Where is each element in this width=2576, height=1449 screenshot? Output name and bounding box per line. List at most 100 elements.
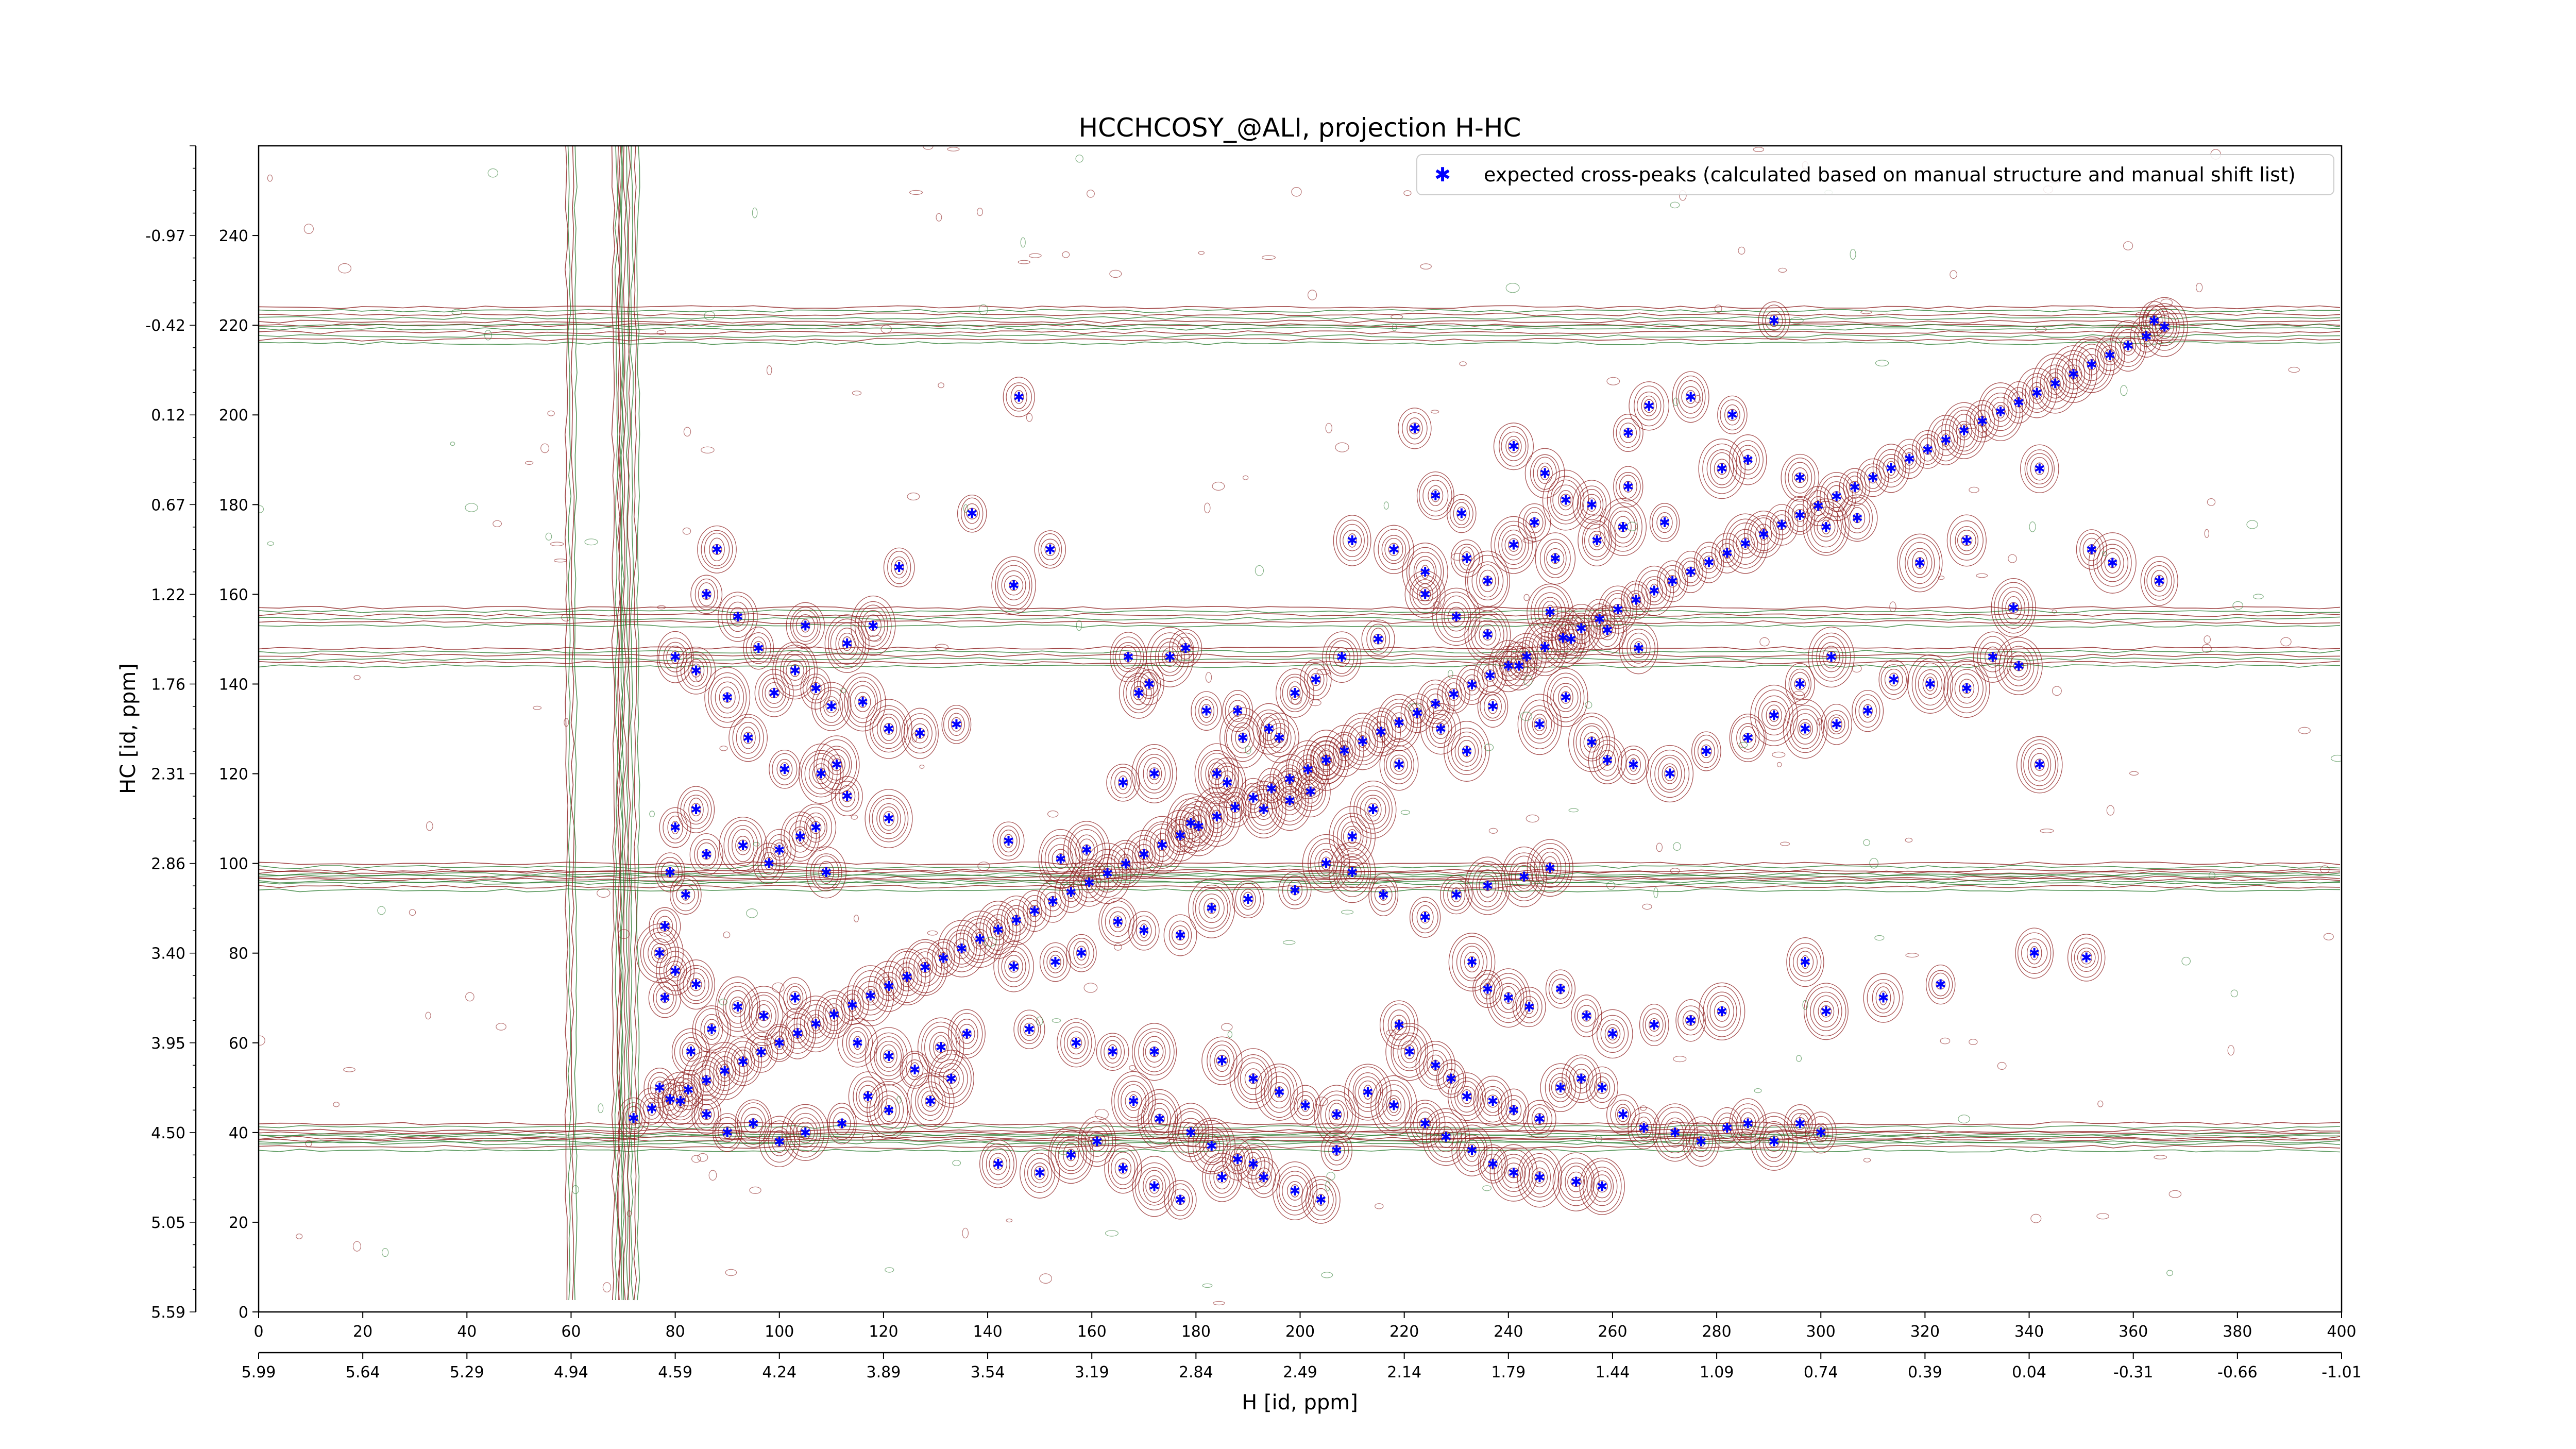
cross-peak-marker: ✱ bbox=[1320, 753, 1332, 768]
peak-contour bbox=[1523, 1100, 1556, 1138]
peak-contour bbox=[1675, 999, 1706, 1042]
x-ppm-axis: 5.99 5.64 5.29 4.94 4.59 4.24 3.89 3.54 3.19 2.84… bbox=[242, 1352, 2362, 1381]
noise-contour bbox=[1316, 669, 1330, 675]
noise-contour bbox=[259, 505, 264, 513]
cross-peak-marker: ✱ bbox=[945, 1071, 957, 1087]
y-ppm-axis: 5.59 5.05 4.50 3.95 3.40 2.86 2.31 1.76 1.22 0.67… bbox=[145, 145, 197, 1322]
cross-peak-marker: ✱ bbox=[1758, 527, 1769, 543]
peak-contour bbox=[1617, 745, 1649, 784]
peak-contour bbox=[1370, 1075, 1417, 1136]
noise-contour bbox=[938, 382, 944, 389]
cross-peak-marker: ✱ bbox=[1091, 1134, 1103, 1150]
noise-contour bbox=[1294, 803, 1300, 810]
artifact-band-row bbox=[259, 305, 2341, 327]
cross-peak-marker: ✱ bbox=[1123, 650, 1134, 665]
cross-peak-marker: ✱ bbox=[670, 964, 681, 980]
artifact-band-row bbox=[259, 861, 2341, 884]
peak-contour bbox=[1168, 1103, 1213, 1162]
noise-contour bbox=[1375, 1203, 1384, 1209]
plot-title: HCCHCOSY_@ALI, projection H-HC bbox=[1079, 113, 1521, 143]
noise-contour bbox=[1432, 1133, 1440, 1141]
peak-contour bbox=[1543, 668, 1588, 727]
peak-contour bbox=[1473, 1075, 1513, 1127]
noise-contour bbox=[1874, 935, 1885, 941]
cross-peak-marker: ✱ bbox=[1331, 1107, 1342, 1123]
y-axis-title: HC [id, ppm] bbox=[116, 663, 140, 794]
peak-contour bbox=[1839, 468, 1871, 507]
x-tick-label: 320 bbox=[1910, 1323, 1940, 1341]
cross-peak-marker: ✱ bbox=[1643, 399, 1655, 414]
noise-contour bbox=[1568, 808, 1579, 813]
cross-peak-marker: ✱ bbox=[1185, 1125, 1196, 1141]
cross-peak-marker: ✱ bbox=[1482, 982, 1494, 997]
peak-contour bbox=[1606, 1094, 1640, 1135]
peak-contour bbox=[1545, 969, 1575, 1009]
cross-peak-marker: ✱ bbox=[1742, 452, 1754, 468]
noise-contour bbox=[2154, 1155, 2167, 1160]
noise-contour bbox=[907, 492, 920, 501]
cross-peak-marker: ✱ bbox=[800, 618, 811, 634]
cross-peak-marker: ✱ bbox=[914, 726, 926, 742]
cross-peak-marker: ✱ bbox=[675, 1094, 686, 1109]
noise-contour bbox=[2096, 1213, 2109, 1220]
y-ppm-tick-label: 2.86 bbox=[151, 855, 185, 873]
peak-contour bbox=[1512, 987, 1546, 1027]
cross-peak-marker: ✱ bbox=[792, 1026, 803, 1042]
noise-contour bbox=[2227, 1045, 2234, 1056]
noise-contour bbox=[377, 906, 386, 915]
peak-contour bbox=[1409, 897, 1441, 938]
cross-peak-marker: ✱ bbox=[1435, 722, 1447, 737]
noise-contour bbox=[1212, 481, 1225, 491]
cross-peak-marker: ✱ bbox=[1461, 551, 1472, 567]
peak-contour bbox=[1167, 793, 1214, 853]
peak-contour bbox=[2015, 928, 2054, 979]
cross-peak-marker: ✱ bbox=[1958, 424, 1970, 439]
noise-contour bbox=[1802, 1000, 1808, 1010]
cross-peak-marker: ✱ bbox=[1914, 556, 1925, 571]
peak-contour bbox=[2094, 335, 2125, 376]
cross-peak-marker: ✱ bbox=[1696, 1134, 1707, 1150]
peak-contour bbox=[1657, 560, 1688, 602]
cross-peak-marker: ✱ bbox=[1487, 1157, 1499, 1172]
noise-contour bbox=[1213, 1301, 1226, 1306]
cross-peak-marker: ✱ bbox=[2013, 659, 2024, 675]
cross-peak-marker: ✱ bbox=[841, 636, 853, 652]
peak-contour bbox=[1837, 494, 1878, 542]
cross-peak-marker: ✱ bbox=[1248, 791, 1259, 806]
peak-contour bbox=[2140, 555, 2178, 606]
noise-contour bbox=[1816, 718, 1822, 726]
cross-peak-marker: ✱ bbox=[1175, 829, 1186, 844]
noise-contour bbox=[1245, 746, 1251, 754]
cross-peak-marker: ✱ bbox=[1794, 677, 1806, 693]
peak-contour bbox=[728, 714, 768, 762]
cross-peak-marker: ✱ bbox=[1768, 314, 1780, 329]
noise-contour bbox=[909, 190, 923, 195]
cross-peak-marker: ✱ bbox=[1487, 699, 1499, 715]
cross-peak-marker: ✱ bbox=[862, 1089, 874, 1105]
peak-contour bbox=[1222, 690, 1253, 732]
peak-contour bbox=[1579, 1157, 1625, 1215]
cross-peak-marker: ✱ bbox=[2141, 329, 2152, 345]
noise-contour bbox=[1026, 413, 1033, 422]
noise-contour bbox=[1325, 1181, 1331, 1191]
peak-contour bbox=[2088, 532, 2137, 594]
cross-peak-marker: ✱ bbox=[1290, 686, 1301, 701]
noise-contour bbox=[2097, 1100, 2104, 1107]
y-ppm-tick-label: -0.42 bbox=[145, 317, 185, 335]
cross-peak-marker: ✱ bbox=[1794, 470, 1806, 486]
cross-peak-marker: ✱ bbox=[1128, 1094, 1139, 1109]
peak-contour bbox=[1994, 637, 2043, 695]
cross-peak-marker: ✱ bbox=[1388, 1099, 1400, 1114]
cross-peak-marker: ✱ bbox=[685, 1044, 697, 1060]
noise-contour bbox=[869, 635, 882, 642]
cross-peak-marker: ✱ bbox=[1243, 892, 1254, 907]
noise-contour bbox=[2330, 754, 2342, 762]
peak-contour bbox=[1361, 619, 1395, 659]
peak-contour bbox=[1649, 503, 1680, 543]
peak-contour bbox=[649, 907, 681, 946]
legend[interactable]: ✱ expected cross-peaks (calculated based… bbox=[1416, 154, 2334, 195]
cross-peak-marker: ✱ bbox=[841, 789, 853, 804]
peak-contour bbox=[1229, 1048, 1277, 1109]
x-ppm-tick-label: -0.66 bbox=[2217, 1363, 2258, 1381]
cross-peak-marker: ✱ bbox=[1175, 928, 1186, 943]
